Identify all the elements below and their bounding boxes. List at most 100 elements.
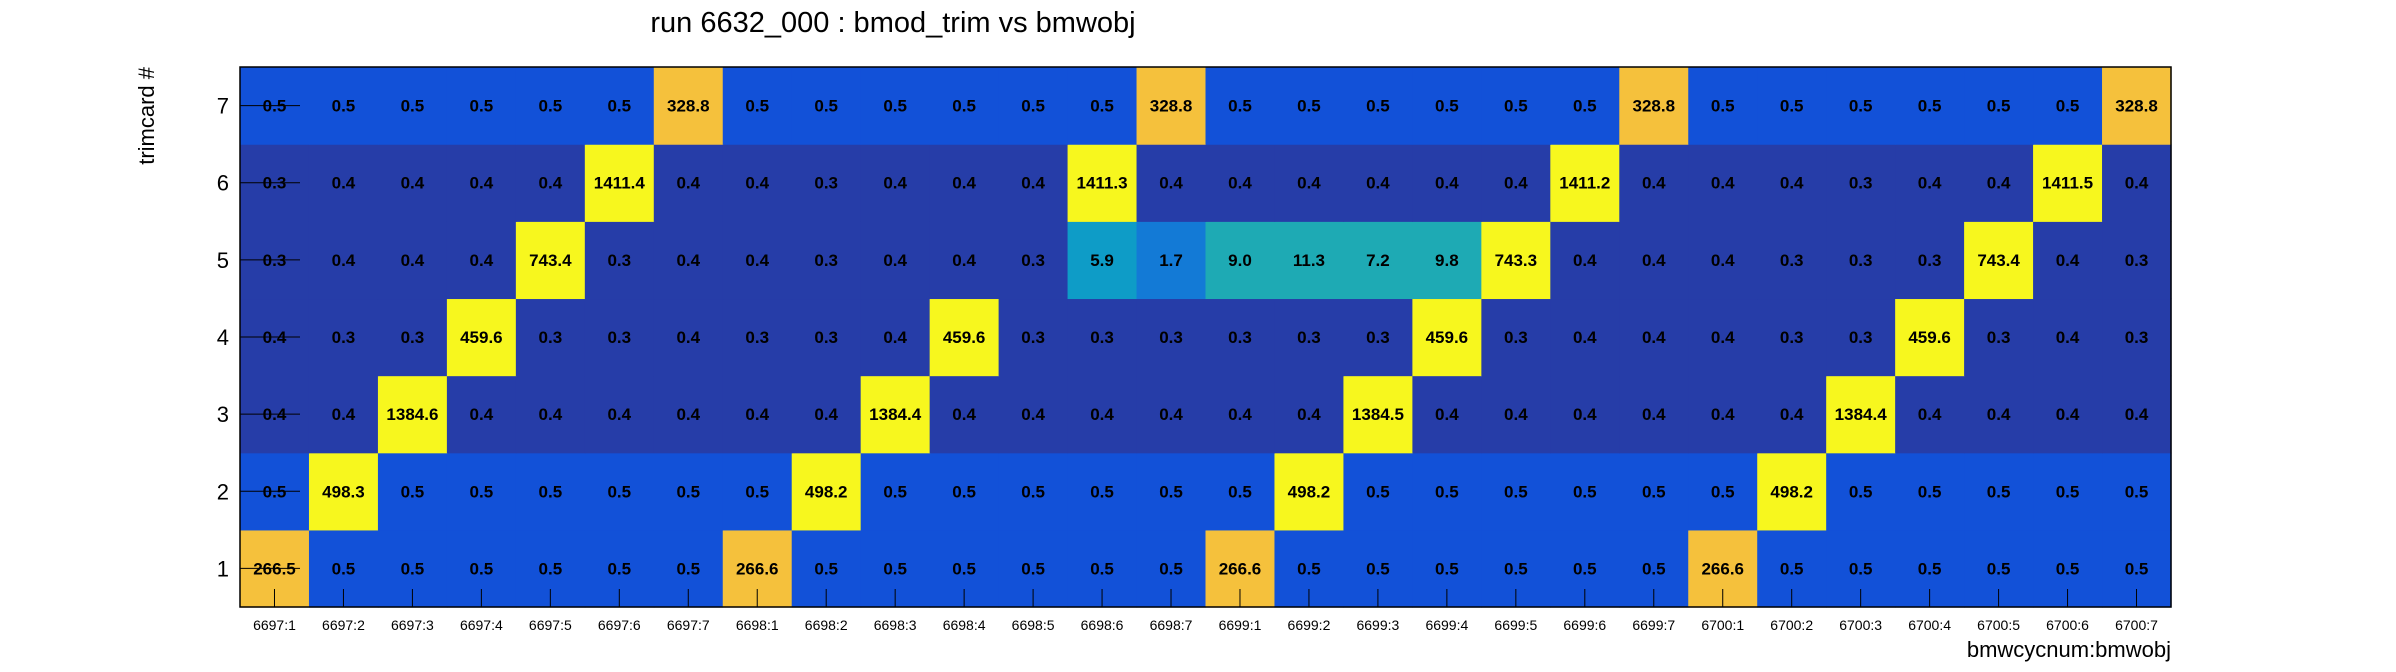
- cell-value-label: 0.5: [1711, 97, 1735, 116]
- cell-value-label: 0.4: [1642, 174, 1666, 193]
- cell-value-label: 0.4: [1642, 405, 1666, 424]
- heatmap-cell: [1412, 221, 1482, 300]
- cell-value-label: 1384.6: [386, 405, 438, 424]
- cell-value-label: 0.4: [676, 405, 700, 424]
- heatmap-cell: [1136, 67, 1207, 145]
- x-tick-label: 6698:1: [736, 617, 779, 633]
- heatmap-cell: [791, 221, 862, 300]
- cell-value-label: 0.3: [2125, 251, 2149, 270]
- y-tick-label: 3: [217, 402, 229, 427]
- cell-value-label: 328.8: [667, 97, 710, 116]
- heatmap-cell: [1205, 144, 1276, 222]
- heatmap-cell: [1274, 144, 1345, 222]
- cell-value-label: 0.5: [332, 97, 356, 116]
- heatmap-cell: [2102, 144, 2172, 222]
- cell-value-label: 0.5: [2056, 559, 2080, 578]
- heatmap-cell: [1343, 67, 1413, 145]
- heatmap-cell: [1895, 221, 1965, 300]
- cell-value-label: 0.3: [1159, 328, 1183, 347]
- y-tick-label: 1: [217, 556, 229, 581]
- heatmap-cell: [1895, 452, 1965, 531]
- heatmap-cell: [2033, 452, 2103, 531]
- heatmap-cell: [722, 298, 793, 377]
- heatmap-cell: [1688, 298, 1758, 377]
- cell-value-label: 0.4: [1711, 174, 1735, 193]
- heatmap-cell: [929, 221, 1000, 300]
- cell-value-label: 0.5: [470, 97, 494, 116]
- cell-value-label: 0.5: [1780, 97, 1804, 116]
- heatmap-cell: [791, 298, 862, 377]
- cell-value-label: 0.5: [607, 482, 631, 501]
- heatmap-cell: [2102, 67, 2172, 145]
- x-tick-label: 6698:4: [943, 617, 986, 633]
- x-tick-label: 6700:5: [1977, 617, 2020, 633]
- heatmap-cell: [2033, 298, 2103, 377]
- cell-value-label: 0.5: [539, 97, 563, 116]
- heatmap-cell: [1067, 452, 1138, 531]
- cell-value-label: 498.3: [322, 482, 365, 501]
- cell-value-label: 0.4: [1573, 328, 1597, 347]
- cell-value-label: 0.3: [814, 174, 838, 193]
- cell-value-label: 0.3: [745, 328, 769, 347]
- heatmap-cell: [446, 298, 517, 377]
- cell-value-label: 0.5: [1435, 482, 1459, 501]
- heatmap-cell: [1136, 298, 1207, 377]
- cell-value-label: 0.3: [1780, 251, 1804, 270]
- cell-value-label: 0.5: [814, 97, 838, 116]
- cell-value-label: 0.4: [1021, 174, 1045, 193]
- cell-value-label: 0.4: [2056, 405, 2080, 424]
- cell-value-label: 0.5: [1090, 97, 1114, 116]
- cell-value-label: 0.3: [814, 328, 838, 347]
- cell-value-label: 0.4: [883, 328, 907, 347]
- cell-value-label: 0.4: [1504, 174, 1528, 193]
- heatmap-cell: [1550, 221, 1620, 300]
- x-tick-label: 6699:5: [1494, 617, 1537, 633]
- heatmap-cell: [1550, 375, 1620, 454]
- heatmap-cell: [1412, 67, 1482, 145]
- y-tick-label: 5: [217, 248, 229, 273]
- heatmap-cell: [1481, 221, 1551, 300]
- heatmap-cell: [1619, 221, 1689, 300]
- cell-value-label: 0.5: [745, 482, 769, 501]
- cell-value-label: 0.4: [1642, 251, 1666, 270]
- cell-value-label: 0.4: [332, 174, 356, 193]
- y-axis-label: trimcard #: [134, 66, 159, 165]
- heatmap-cell: [998, 375, 1069, 454]
- heatmap-cell: [308, 67, 379, 145]
- cell-value-label: 0.5: [1642, 482, 1666, 501]
- cell-value-label: 0.5: [1918, 97, 1942, 116]
- cell-value-label: 0.5: [2125, 559, 2149, 578]
- heatmap-cell: [791, 67, 862, 145]
- heatmap-cell: [584, 375, 655, 454]
- cell-value-label: 0.4: [1297, 174, 1321, 193]
- cell-value-label: 0.5: [1090, 482, 1114, 501]
- heatmap-cell: [860, 298, 931, 377]
- heatmap-cell: [860, 221, 931, 300]
- cell-value-label: 0.4: [1573, 405, 1597, 424]
- cell-value-label: 0.4: [1987, 405, 2011, 424]
- cell-value-label: 0.5: [676, 559, 700, 578]
- heatmap-cell: [1895, 298, 1965, 377]
- heatmap-cell: [722, 452, 793, 531]
- heatmap-cell: [1550, 298, 1620, 377]
- heatmap-cell: [1067, 298, 1138, 377]
- heatmap-cell: [584, 452, 655, 531]
- cell-value-label: 1.7: [1159, 251, 1183, 270]
- heatmap-cell: [1757, 452, 1827, 531]
- heatmap-cell: [860, 375, 931, 454]
- cell-value-label: 0.4: [1366, 174, 1390, 193]
- cell-value-label: 1411.2: [1559, 174, 1610, 193]
- heatmap-cell: [1274, 221, 1345, 300]
- heatmap-cell: [1688, 67, 1758, 145]
- cell-value-label: 266.6: [736, 559, 779, 578]
- x-tick-label: 6697:5: [529, 617, 572, 633]
- heatmap-cell: [929, 375, 1000, 454]
- heatmap-cell: [929, 144, 1000, 222]
- cell-value-label: 0.3: [1987, 328, 2011, 347]
- cell-value-label: 0.5: [1159, 482, 1183, 501]
- cell-value-label: 0.3: [2125, 328, 2149, 347]
- heatmap-cell: [446, 375, 517, 454]
- cell-value-label: 0.4: [401, 251, 425, 270]
- cell-value-label: 0.5: [1504, 97, 1528, 116]
- heatmap-cell: [1274, 375, 1345, 454]
